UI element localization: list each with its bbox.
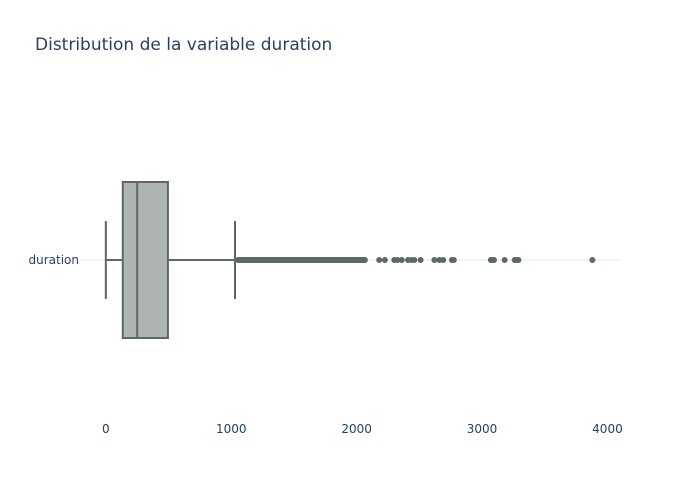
outlier-point xyxy=(417,257,424,263)
x-axis-ticks: 0 1000 2000 3000 4000 xyxy=(102,422,623,436)
outlier-point xyxy=(501,257,508,263)
x-tick-label: 3000 xyxy=(467,422,498,436)
y-category-label: duration xyxy=(29,253,80,267)
outlier-point xyxy=(515,257,522,263)
outlier-point xyxy=(589,257,596,263)
dense-outlier-band xyxy=(234,257,368,263)
outlier-point xyxy=(398,257,405,263)
outlier-point xyxy=(381,257,388,263)
x-tick-label: 2000 xyxy=(341,422,372,436)
outlier-point xyxy=(394,257,401,263)
outlier-point xyxy=(490,257,497,263)
outlier-point xyxy=(440,257,447,263)
outlier-point xyxy=(431,257,438,263)
x-tick-label: 4000 xyxy=(592,422,623,436)
outlier-point xyxy=(376,257,383,263)
outlier-point xyxy=(450,257,457,263)
x-tick-label: 1000 xyxy=(216,422,247,436)
interquartile-box xyxy=(121,181,169,339)
x-tick-label: 0 xyxy=(102,422,110,436)
outlier-point xyxy=(411,257,418,263)
chart-title: Distribution de la variable duration xyxy=(35,35,332,55)
box-plot-marks xyxy=(104,181,596,339)
